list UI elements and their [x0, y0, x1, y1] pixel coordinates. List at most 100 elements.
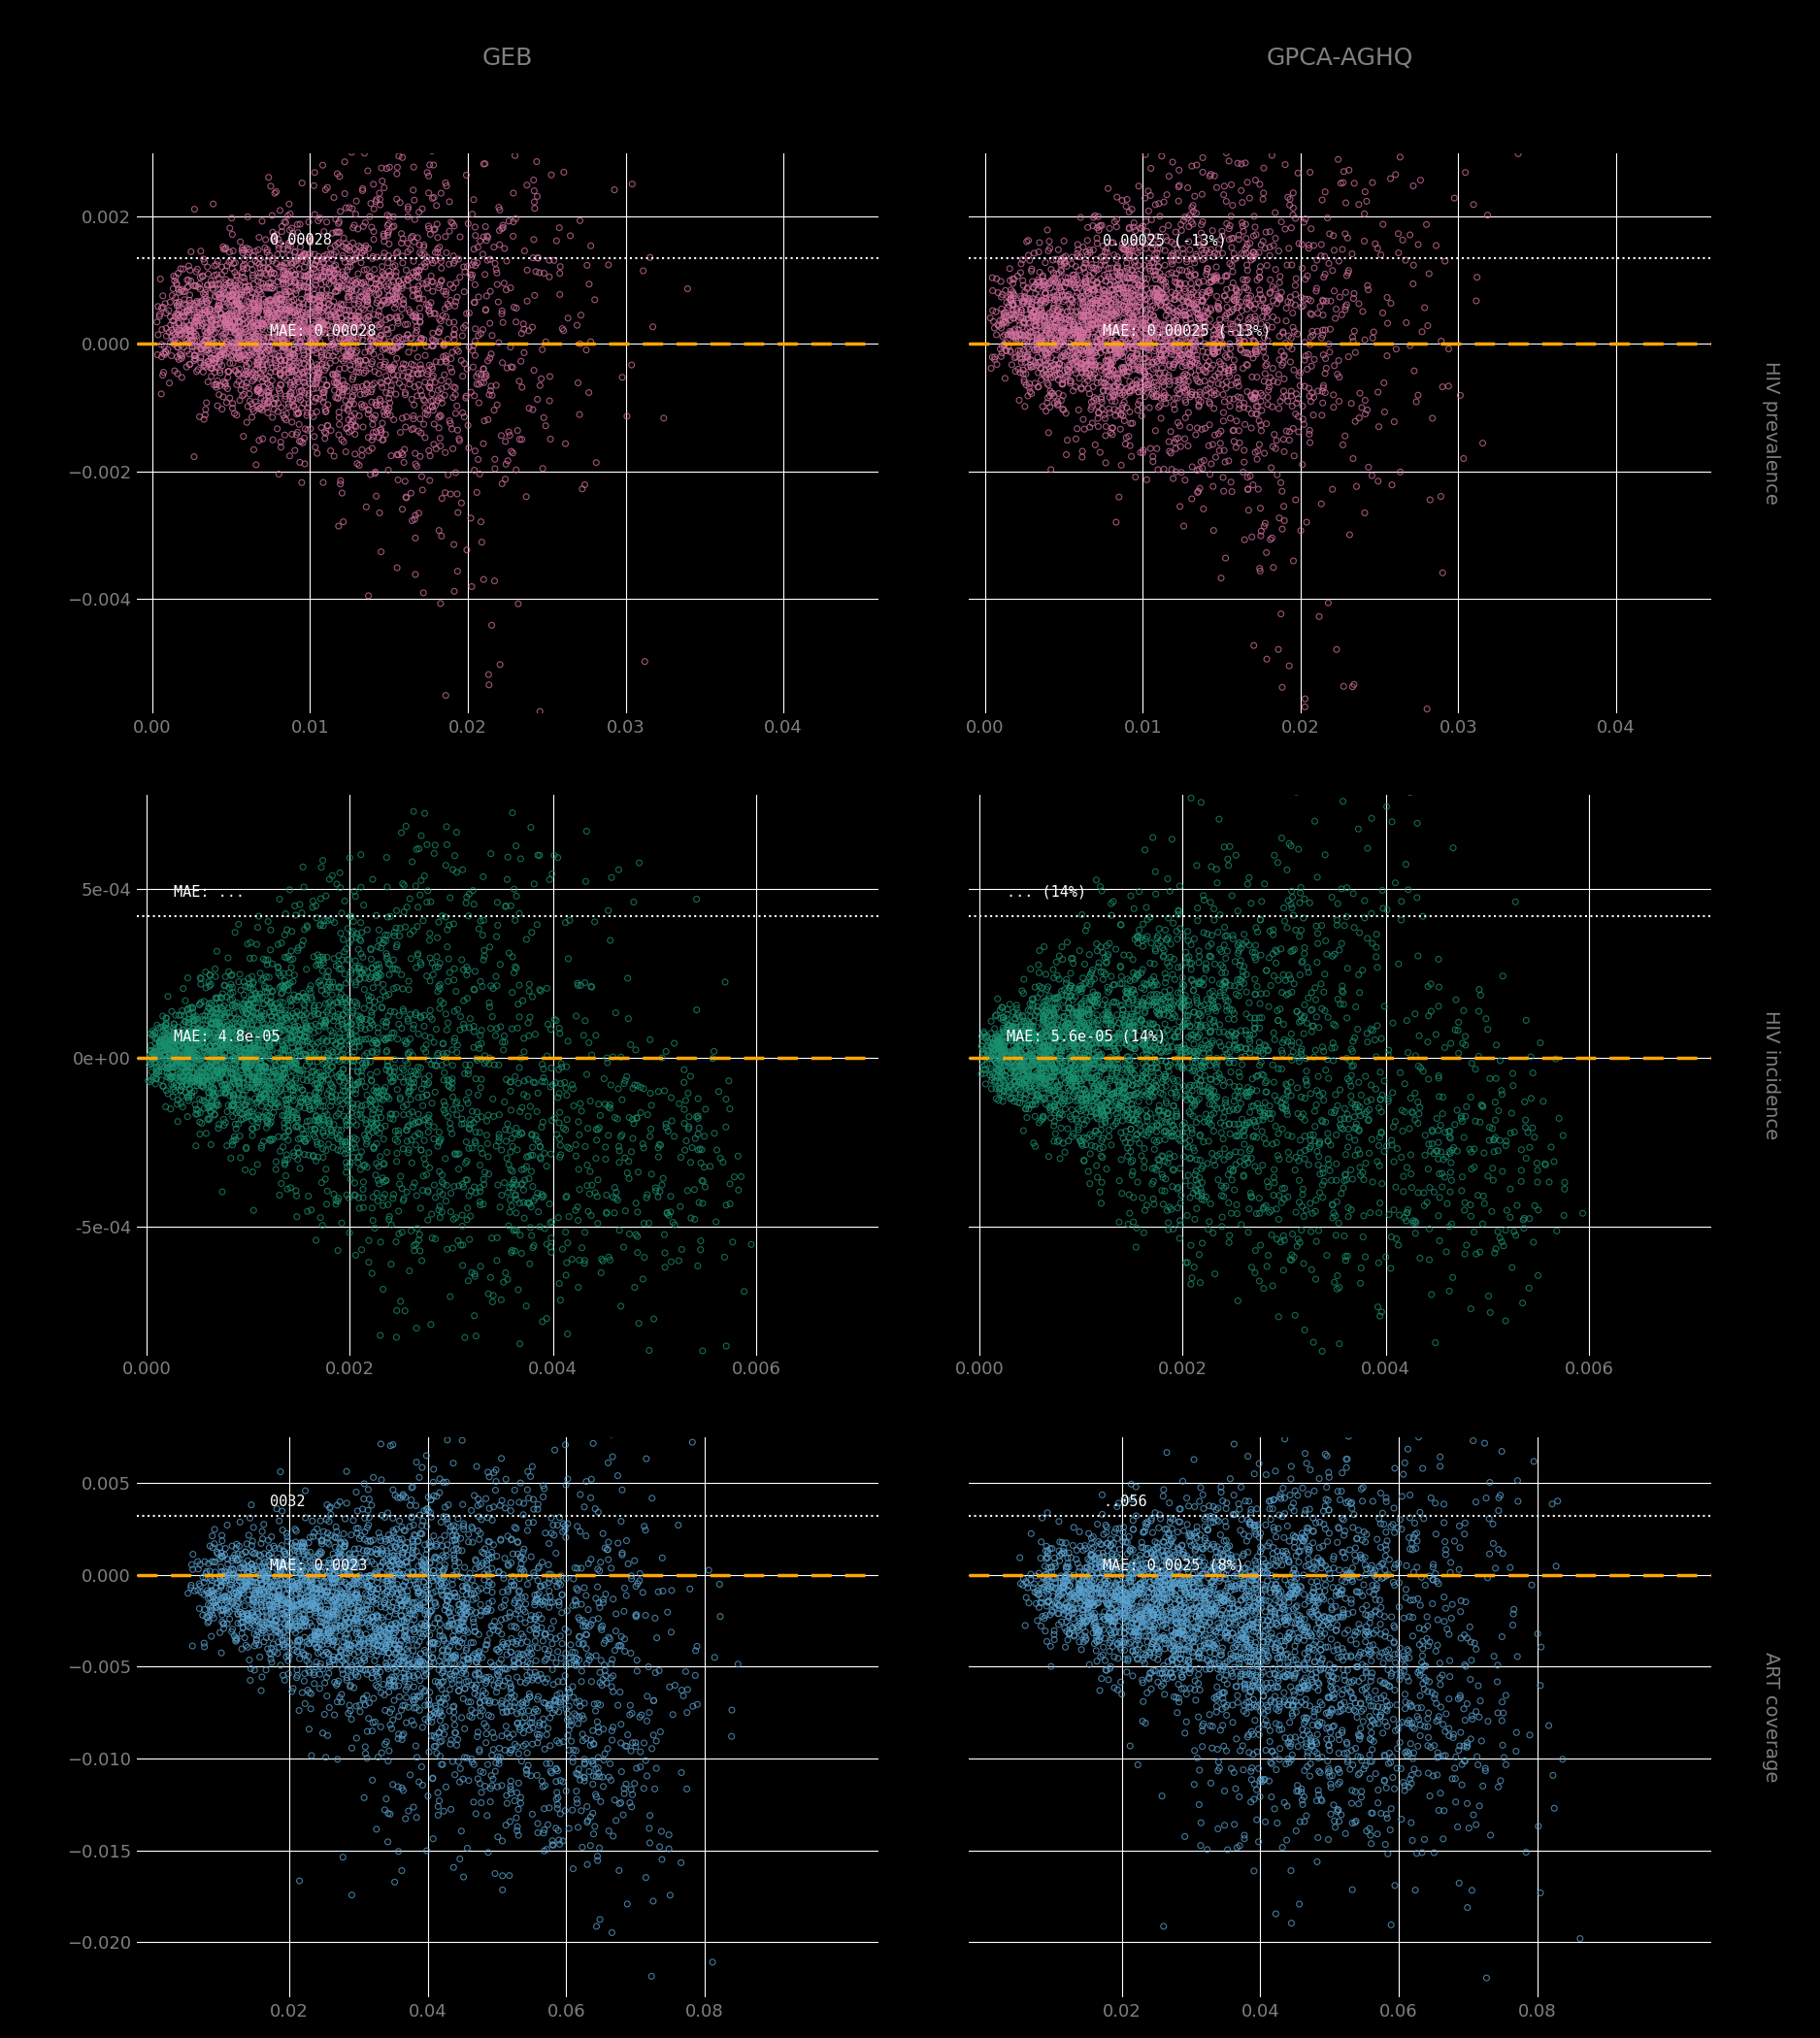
Point	[346, 1602, 375, 1634]
Point	[1114, 1084, 1143, 1117]
Point	[189, 1070, 218, 1103]
Point	[251, 1072, 280, 1105]
Point	[1110, 1001, 1139, 1033]
Point	[1232, 1076, 1261, 1109]
Point	[1056, 1029, 1085, 1062]
Point	[1161, 283, 1190, 316]
Point	[1239, 1013, 1269, 1045]
Point	[1067, 1052, 1096, 1084]
Point	[1061, 1543, 1090, 1575]
Point	[289, 251, 318, 283]
Point	[1436, 1156, 1465, 1188]
Point	[1401, 1836, 1431, 1869]
Point	[399, 1229, 428, 1262]
Point	[178, 1039, 207, 1072]
Point	[302, 395, 331, 428]
Point	[530, 1618, 559, 1651]
Point	[1187, 1830, 1216, 1863]
Point	[328, 986, 357, 1019]
Point	[408, 192, 437, 224]
Point	[524, 1551, 553, 1584]
Point	[1203, 1553, 1232, 1586]
Point	[1232, 249, 1261, 281]
Point	[1026, 1052, 1056, 1084]
Point	[1321, 1575, 1350, 1608]
Point	[297, 334, 326, 367]
Point	[1105, 1594, 1134, 1626]
Point	[1249, 1679, 1278, 1712]
Point	[257, 257, 286, 289]
Point	[1247, 377, 1276, 410]
Point	[1114, 1039, 1143, 1072]
Point	[1329, 1653, 1358, 1685]
Point	[473, 1502, 502, 1535]
Point	[240, 1017, 269, 1050]
Point	[448, 944, 477, 976]
Point	[1105, 263, 1134, 296]
Point	[1325, 361, 1354, 393]
Point	[191, 306, 220, 338]
Point	[384, 1834, 413, 1867]
Point	[1143, 379, 1172, 412]
Point	[442, 1098, 471, 1131]
Point	[191, 334, 220, 367]
Point	[1054, 1072, 1083, 1105]
Point	[410, 1528, 439, 1561]
Point	[1187, 1559, 1216, 1592]
Point	[1158, 238, 1187, 271]
Point	[311, 1135, 340, 1168]
Point	[519, 1066, 548, 1098]
Point	[1090, 1023, 1119, 1056]
Point	[1172, 1575, 1201, 1608]
Point	[419, 1465, 448, 1498]
Point	[1305, 1125, 1334, 1158]
Point	[235, 236, 264, 269]
Point	[1112, 328, 1141, 361]
Point	[1299, 1516, 1329, 1549]
Point	[1097, 344, 1127, 377]
Point	[515, 1657, 544, 1690]
Point	[1238, 1669, 1267, 1702]
Point	[284, 269, 313, 302]
Point	[1269, 424, 1298, 457]
Point	[1256, 1096, 1285, 1129]
Point	[1436, 1115, 1465, 1147]
Point	[264, 1066, 293, 1098]
Point	[217, 1141, 246, 1174]
Point	[1028, 328, 1057, 361]
Point	[277, 377, 306, 410]
Point	[1207, 562, 1236, 595]
Point	[1043, 1029, 1072, 1062]
Point	[238, 982, 268, 1015]
Point	[1048, 1535, 1077, 1567]
Point	[406, 440, 435, 473]
Point	[986, 1045, 1016, 1078]
Point	[269, 308, 298, 340]
Point	[231, 271, 260, 304]
Point	[375, 1626, 404, 1659]
Point	[1276, 1041, 1305, 1074]
Point	[1152, 1045, 1181, 1078]
Point	[1070, 302, 1099, 334]
Point	[246, 978, 275, 1011]
Point	[193, 990, 222, 1023]
Point	[1412, 1600, 1441, 1632]
Point	[318, 328, 348, 361]
Point	[1141, 1151, 1170, 1184]
Point	[1110, 1626, 1139, 1659]
Point	[213, 1094, 242, 1127]
Point	[1480, 1237, 1509, 1270]
Point	[1016, 952, 1045, 984]
Point	[1212, 332, 1241, 365]
Point	[1327, 974, 1356, 1007]
Point	[1176, 1019, 1205, 1052]
Point	[224, 1088, 253, 1121]
Point	[1150, 1632, 1179, 1665]
Point	[382, 151, 411, 183]
Point	[1099, 226, 1128, 259]
Point	[1292, 1007, 1321, 1039]
Point	[1147, 1592, 1176, 1624]
Point	[1542, 1551, 1571, 1584]
Point	[275, 259, 304, 291]
Point	[1369, 1547, 1398, 1579]
